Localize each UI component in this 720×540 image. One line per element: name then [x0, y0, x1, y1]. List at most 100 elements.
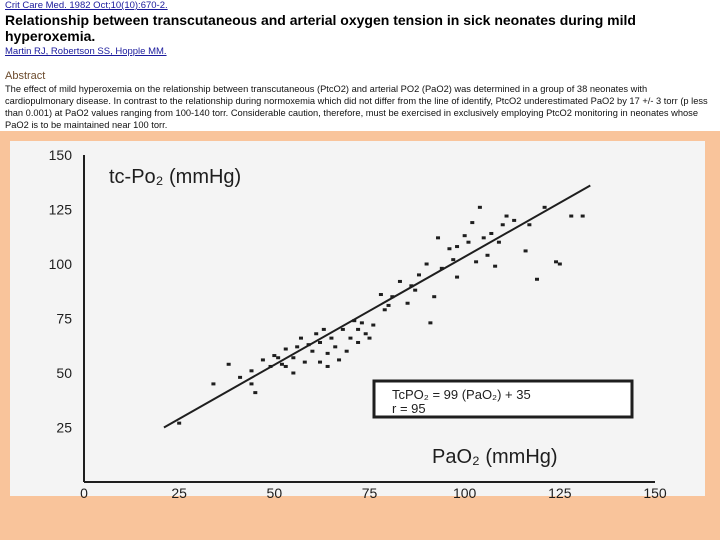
data-point	[432, 295, 437, 299]
data-point	[356, 340, 361, 344]
regression-equation: TcPO₂ = 99 (PaO₂) + 35	[392, 387, 531, 402]
data-point	[409, 284, 414, 288]
data-point	[283, 364, 288, 368]
data-point	[439, 266, 444, 270]
data-point	[283, 347, 288, 351]
x-tick-label: 125	[548, 485, 572, 501]
data-point	[451, 258, 456, 262]
data-point	[504, 214, 509, 218]
abstract-page: Crit Care Med. 1982 Oct;10(10):670-2. Re…	[0, 0, 720, 131]
data-point	[462, 234, 467, 238]
data-point	[310, 349, 315, 353]
data-point	[340, 327, 345, 331]
data-point	[436, 236, 441, 240]
y-tick-labels: 25 50 75 100 125 150	[49, 147, 73, 436]
data-point	[363, 332, 368, 336]
data-point	[416, 273, 421, 277]
data-point	[485, 253, 490, 257]
data-point	[496, 240, 501, 244]
data-point	[534, 277, 539, 281]
data-point	[390, 295, 395, 299]
data-point	[314, 332, 319, 336]
data-point	[527, 223, 532, 227]
data-point	[428, 321, 433, 325]
y-tick-label: 25	[56, 420, 72, 436]
data-point	[226, 362, 231, 366]
y-tick-label: 50	[56, 365, 72, 381]
abstract-heading: Abstract	[5, 70, 46, 82]
authors-link[interactable]: Martin RJ, Robertson SS, Hopple MM.	[5, 46, 167, 57]
journal-citation-link[interactable]: Crit Care Med. 1982 Oct;10(10):670-2.	[5, 0, 168, 11]
data-point	[260, 358, 265, 362]
data-point	[302, 360, 307, 364]
data-point	[367, 336, 372, 340]
scatter-chart: 25 50 75 100 125 150 0 25 50 75 100 125 150 tc-Po₂ …	[10, 141, 705, 501]
data-point	[325, 364, 330, 368]
data-point	[177, 421, 182, 425]
x-tick-label: 25	[171, 485, 187, 501]
data-point	[424, 262, 429, 266]
data-point	[291, 371, 296, 375]
y-tick-label: 100	[49, 256, 73, 272]
correlation-value: r = 95	[392, 401, 426, 416]
x-tick-label: 50	[267, 485, 283, 501]
x-tick-label: 100	[453, 485, 477, 501]
chart-frame: 25 50 75 100 125 150 0 25 50 75 100 125 150 tc-Po₂ …	[0, 131, 720, 540]
y-tick-label: 150	[49, 147, 73, 163]
data-point	[455, 275, 460, 279]
data-point	[344, 349, 349, 353]
data-point	[386, 303, 391, 307]
data-point	[405, 301, 410, 305]
data-point	[359, 321, 364, 325]
data-point	[238, 375, 243, 379]
data-point	[481, 236, 486, 240]
x-tick-label: 0	[80, 485, 88, 501]
data-point	[493, 264, 498, 268]
data-point	[318, 340, 323, 344]
data-point	[397, 279, 402, 283]
abstract-text: The effect of mild hyperoxemia on the re…	[5, 84, 708, 130]
article-title: Relationship between transcutaneous and …	[5, 12, 636, 44]
data-point	[253, 391, 258, 395]
data-point	[298, 336, 303, 340]
data-point	[249, 382, 254, 386]
data-point	[470, 221, 475, 225]
data-point	[291, 356, 296, 360]
data-point	[474, 260, 479, 264]
x-tick-label: 150	[643, 485, 667, 501]
data-point	[352, 319, 357, 323]
data-point	[554, 260, 559, 264]
data-point	[249, 369, 254, 373]
data-point	[580, 214, 585, 218]
y-tick-label: 75	[56, 311, 72, 327]
data-point	[542, 205, 547, 209]
data-point	[382, 308, 387, 312]
data-point	[272, 354, 277, 358]
data-point	[295, 345, 300, 349]
data-point	[318, 360, 323, 364]
data-points	[177, 205, 585, 425]
data-point	[337, 358, 342, 362]
chart-title: tc-Po₂ (mmHg)	[109, 166, 241, 188]
data-point	[321, 327, 326, 331]
data-point	[500, 223, 505, 227]
data-point	[348, 336, 353, 340]
data-point	[455, 245, 460, 249]
data-point	[466, 240, 471, 244]
data-point	[413, 288, 418, 292]
data-point	[378, 293, 383, 297]
data-point	[489, 231, 494, 235]
data-point	[512, 218, 517, 222]
x-tick-labels: 0 25 50 75 100 125 150	[80, 485, 667, 501]
data-point	[325, 351, 330, 355]
x-axis-label: PaO₂ (mmHg)	[432, 446, 558, 468]
data-point	[211, 382, 216, 386]
data-point	[333, 345, 338, 349]
data-point	[279, 362, 284, 366]
data-point	[477, 205, 482, 209]
y-tick-label: 125	[49, 202, 73, 218]
equation-box	[372, 379, 634, 419]
data-point	[557, 262, 562, 266]
data-point	[329, 336, 334, 340]
data-point	[276, 356, 281, 360]
